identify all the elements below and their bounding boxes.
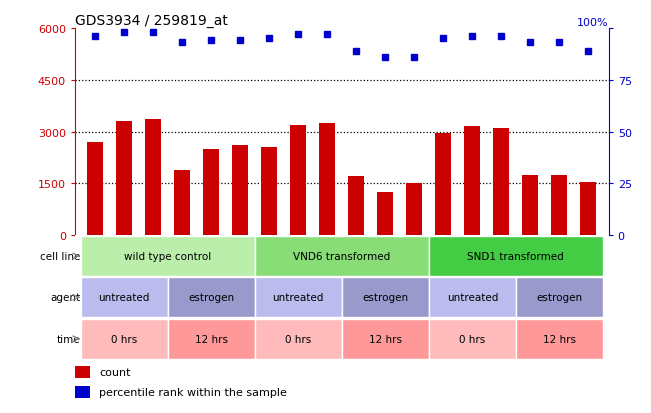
Text: count: count: [99, 367, 130, 377]
Bar: [81, 237, 255, 276]
Text: 12 hrs: 12 hrs: [369, 334, 402, 344]
Text: agent: agent: [51, 293, 81, 303]
Text: untreated: untreated: [273, 293, 324, 303]
Bar: [75, 386, 90, 399]
Bar: [342, 278, 429, 318]
Bar: [429, 278, 516, 318]
Bar: [551, 176, 567, 235]
Bar: [255, 278, 342, 318]
Bar: [581, 183, 596, 235]
Bar: [378, 192, 393, 235]
Bar: [174, 170, 190, 235]
Bar: [261, 148, 277, 235]
Bar: [516, 278, 603, 318]
Bar: [255, 319, 342, 359]
Text: percentile rank within the sample: percentile rank within the sample: [99, 387, 286, 397]
Text: estrogen: estrogen: [536, 293, 583, 303]
Bar: [168, 319, 255, 359]
Bar: [516, 319, 603, 359]
Bar: [81, 278, 168, 318]
Bar: [348, 177, 365, 235]
Text: time: time: [57, 334, 81, 344]
Bar: [342, 319, 429, 359]
Bar: [522, 176, 538, 235]
Text: wild type control: wild type control: [124, 251, 212, 261]
Bar: [319, 123, 335, 235]
Bar: [203, 150, 219, 235]
Bar: [290, 126, 306, 235]
Bar: [429, 319, 516, 359]
Bar: [145, 120, 161, 235]
Bar: [232, 146, 248, 235]
Text: VND6 transformed: VND6 transformed: [293, 251, 391, 261]
Bar: [117, 122, 132, 235]
Text: 12 hrs: 12 hrs: [543, 334, 576, 344]
Bar: [168, 278, 255, 318]
Bar: [75, 366, 90, 379]
Text: estrogen: estrogen: [188, 293, 234, 303]
Text: 0 hrs: 0 hrs: [285, 334, 311, 344]
Bar: [436, 134, 451, 235]
Text: 0 hrs: 0 hrs: [111, 334, 137, 344]
Bar: [255, 237, 429, 276]
Bar: [493, 129, 509, 235]
Text: 100%: 100%: [577, 18, 609, 28]
Bar: [87, 142, 103, 235]
Bar: [406, 184, 422, 235]
Text: 0 hrs: 0 hrs: [459, 334, 486, 344]
Text: untreated: untreated: [98, 293, 150, 303]
Text: 12 hrs: 12 hrs: [195, 334, 228, 344]
Text: untreated: untreated: [447, 293, 498, 303]
Bar: [81, 319, 168, 359]
Text: GDS3934 / 259819_at: GDS3934 / 259819_at: [75, 14, 228, 28]
Bar: [464, 127, 480, 235]
Text: cell line: cell line: [40, 251, 81, 261]
Text: SND1 transformed: SND1 transformed: [467, 251, 564, 261]
Bar: [429, 237, 603, 276]
Text: estrogen: estrogen: [362, 293, 408, 303]
